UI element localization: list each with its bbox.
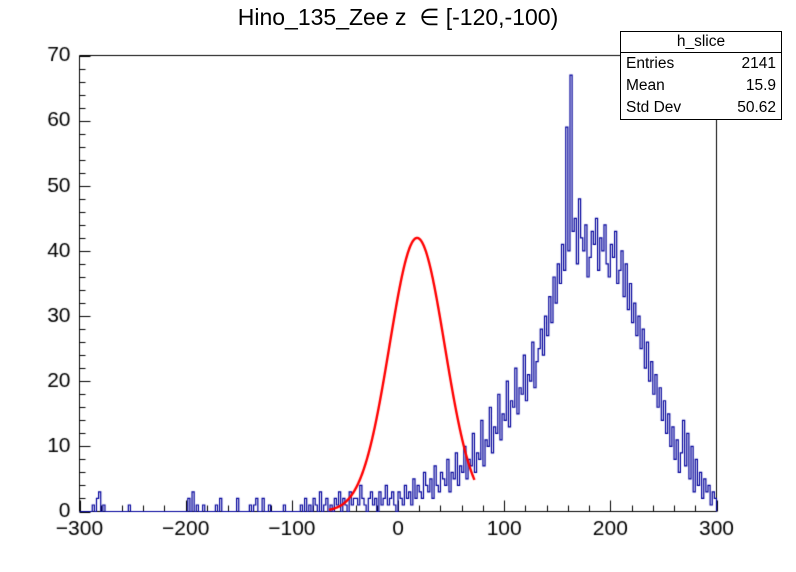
plot-title: Hino_135_Zee z ∈ [-120,-100) bbox=[237, 4, 559, 30]
stats-value-mean: 15.9 bbox=[745, 77, 776, 94]
stats-value-stddev: 50.62 bbox=[737, 99, 776, 116]
stats-label-stddev: Std Dev bbox=[626, 99, 682, 116]
stats-box-title: h_slice bbox=[621, 32, 781, 53]
stats-label-entries: Entries bbox=[626, 55, 675, 72]
stats-value-entries: 2141 bbox=[741, 55, 776, 72]
stats-row-entries: Entries 2141 bbox=[621, 53, 781, 75]
stats-label-mean: Mean bbox=[626, 77, 665, 94]
statistics-box: h_slice Entries 2141 Mean 15.9 Std Dev 5… bbox=[620, 31, 782, 120]
stats-row-mean: Mean 15.9 bbox=[621, 75, 781, 97]
stats-row-stddev: Std Dev 50.62 bbox=[621, 97, 781, 119]
